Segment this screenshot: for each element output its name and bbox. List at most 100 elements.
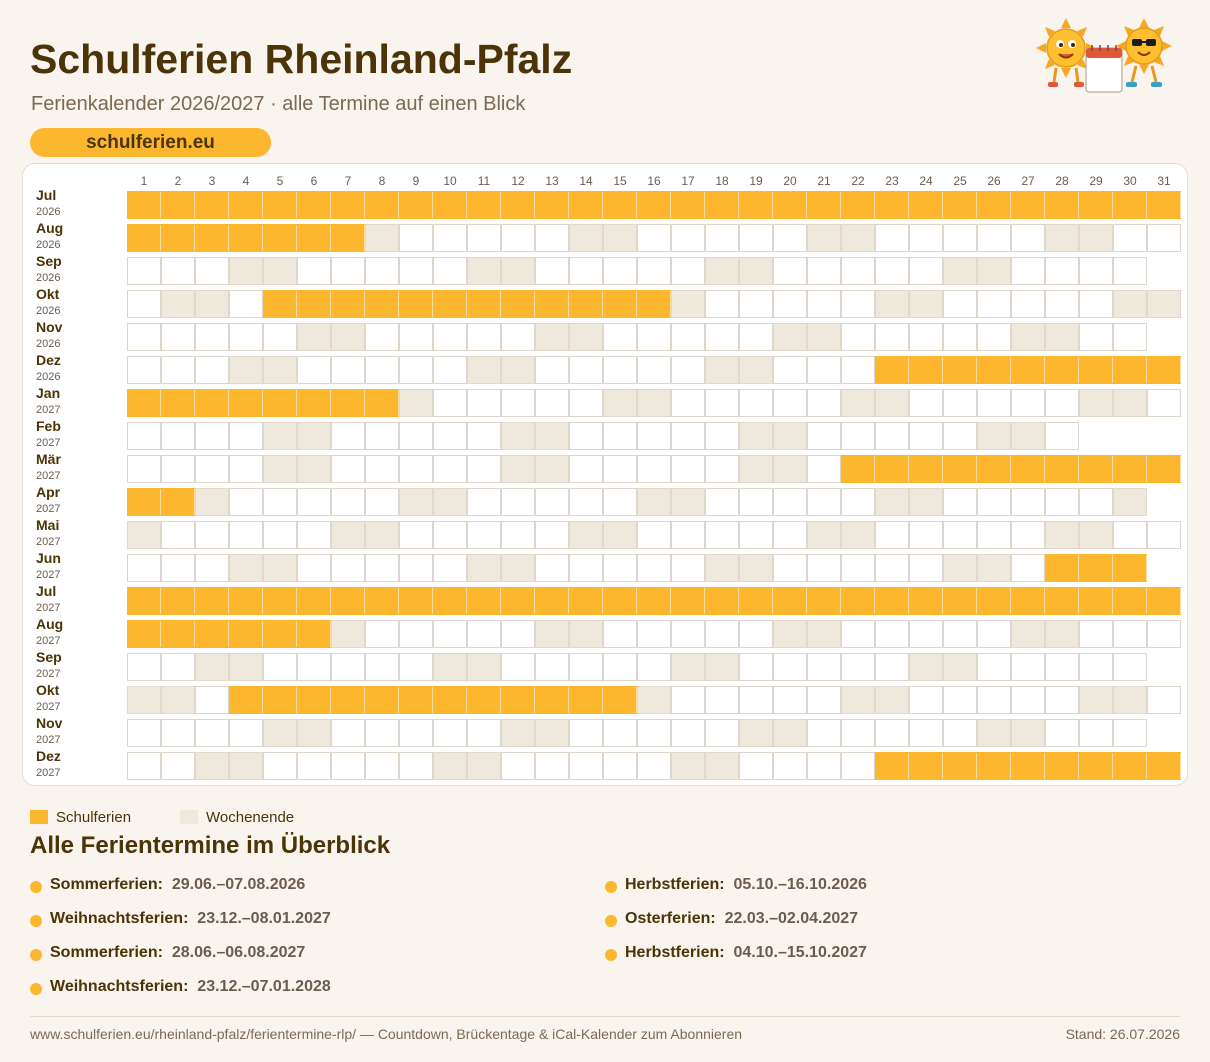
day-cell[interactable] xyxy=(569,752,603,780)
weekend-day-cell[interactable] xyxy=(535,455,569,483)
weekend-day-cell[interactable] xyxy=(773,719,807,747)
weekend-day-cell[interactable] xyxy=(705,752,739,780)
day-cell[interactable] xyxy=(739,389,773,417)
weekend-day-cell[interactable] xyxy=(1113,488,1147,516)
day-cell[interactable] xyxy=(739,290,773,318)
day-cell[interactable] xyxy=(1079,653,1113,681)
weekend-day-cell[interactable] xyxy=(1113,290,1147,318)
day-cell[interactable] xyxy=(263,653,297,681)
day-cell[interactable] xyxy=(637,752,671,780)
day-cell[interactable] xyxy=(637,257,671,285)
weekend-day-cell[interactable] xyxy=(671,488,705,516)
day-cell[interactable] xyxy=(433,224,467,252)
holiday-day-cell[interactable] xyxy=(297,290,331,318)
day-cell[interactable] xyxy=(739,620,773,648)
day-cell[interactable] xyxy=(909,257,943,285)
weekend-day-cell[interactable] xyxy=(535,719,569,747)
day-cell[interactable] xyxy=(433,389,467,417)
holiday-day-cell[interactable] xyxy=(1079,356,1113,384)
day-cell[interactable] xyxy=(195,422,229,450)
day-cell[interactable] xyxy=(195,455,229,483)
holiday-day-cell[interactable] xyxy=(807,191,841,219)
weekend-day-cell[interactable] xyxy=(603,389,637,417)
day-cell[interactable] xyxy=(1011,224,1045,252)
day-cell[interactable] xyxy=(127,455,161,483)
holiday-day-cell[interactable] xyxy=(1079,587,1113,615)
day-cell[interactable] xyxy=(1113,719,1147,747)
holiday-day-cell[interactable] xyxy=(195,389,229,417)
day-cell[interactable] xyxy=(1045,422,1079,450)
holiday-day-cell[interactable] xyxy=(1147,191,1181,219)
day-cell[interactable] xyxy=(943,620,977,648)
day-cell[interactable] xyxy=(739,686,773,714)
weekend-day-cell[interactable] xyxy=(467,752,501,780)
day-cell[interactable] xyxy=(399,455,433,483)
day-cell[interactable] xyxy=(161,323,195,351)
holiday-day-cell[interactable] xyxy=(263,587,297,615)
day-cell[interactable] xyxy=(501,488,535,516)
day-cell[interactable] xyxy=(807,653,841,681)
day-cell[interactable] xyxy=(229,422,263,450)
day-cell[interactable] xyxy=(365,653,399,681)
day-cell[interactable] xyxy=(433,521,467,549)
holiday-day-cell[interactable] xyxy=(943,587,977,615)
weekend-day-cell[interactable] xyxy=(1045,224,1079,252)
day-cell[interactable] xyxy=(399,653,433,681)
day-cell[interactable] xyxy=(433,719,467,747)
holiday-day-cell[interactable] xyxy=(161,224,195,252)
holiday-day-cell[interactable] xyxy=(1045,455,1079,483)
weekend-day-cell[interactable] xyxy=(875,389,909,417)
holiday-day-cell[interactable] xyxy=(909,356,943,384)
day-cell[interactable] xyxy=(773,389,807,417)
day-cell[interactable] xyxy=(637,455,671,483)
day-cell[interactable] xyxy=(161,554,195,582)
day-cell[interactable] xyxy=(331,752,365,780)
day-cell[interactable] xyxy=(603,554,637,582)
day-cell[interactable] xyxy=(1113,521,1147,549)
holiday-day-cell[interactable] xyxy=(229,191,263,219)
holiday-day-cell[interactable] xyxy=(263,224,297,252)
day-cell[interactable] xyxy=(535,224,569,252)
holiday-day-cell[interactable] xyxy=(297,587,331,615)
day-cell[interactable] xyxy=(297,356,331,384)
day-cell[interactable] xyxy=(127,323,161,351)
day-cell[interactable] xyxy=(1045,257,1079,285)
holiday-day-cell[interactable] xyxy=(603,191,637,219)
day-cell[interactable] xyxy=(1045,290,1079,318)
day-cell[interactable] xyxy=(977,323,1011,351)
day-cell[interactable] xyxy=(365,620,399,648)
day-cell[interactable] xyxy=(195,257,229,285)
holiday-day-cell[interactable] xyxy=(365,389,399,417)
day-cell[interactable] xyxy=(195,356,229,384)
day-cell[interactable] xyxy=(637,521,671,549)
weekend-day-cell[interactable] xyxy=(467,653,501,681)
weekend-day-cell[interactable] xyxy=(467,257,501,285)
holiday-day-cell[interactable] xyxy=(365,686,399,714)
weekend-day-cell[interactable] xyxy=(773,455,807,483)
day-cell[interactable] xyxy=(161,752,195,780)
day-cell[interactable] xyxy=(569,389,603,417)
day-cell[interactable] xyxy=(467,224,501,252)
weekend-day-cell[interactable] xyxy=(705,653,739,681)
day-cell[interactable] xyxy=(399,554,433,582)
day-cell[interactable] xyxy=(705,455,739,483)
day-cell[interactable] xyxy=(229,455,263,483)
day-cell[interactable] xyxy=(773,653,807,681)
weekend-day-cell[interactable] xyxy=(739,422,773,450)
day-cell[interactable] xyxy=(569,257,603,285)
day-cell[interactable] xyxy=(467,422,501,450)
holiday-day-cell[interactable] xyxy=(603,290,637,318)
holiday-day-cell[interactable] xyxy=(569,290,603,318)
day-cell[interactable] xyxy=(535,554,569,582)
day-cell[interactable] xyxy=(977,389,1011,417)
day-cell[interactable] xyxy=(569,488,603,516)
weekend-day-cell[interactable] xyxy=(1079,389,1113,417)
weekend-day-cell[interactable] xyxy=(909,653,943,681)
day-cell[interactable] xyxy=(807,752,841,780)
weekend-day-cell[interactable] xyxy=(569,323,603,351)
day-cell[interactable] xyxy=(977,521,1011,549)
day-cell[interactable] xyxy=(739,752,773,780)
holiday-day-cell[interactable] xyxy=(127,224,161,252)
weekend-day-cell[interactable] xyxy=(705,257,739,285)
holiday-day-cell[interactable] xyxy=(1045,752,1079,780)
